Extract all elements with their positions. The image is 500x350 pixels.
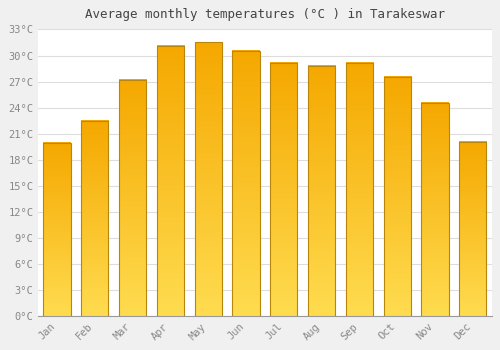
Bar [44, 142, 70, 316]
Bar [232, 51, 260, 316]
Bar [308, 66, 335, 316]
Bar [119, 80, 146, 316]
Bar [82, 121, 108, 316]
Bar [459, 142, 486, 316]
Bar [346, 63, 373, 316]
Bar [270, 63, 297, 316]
Bar [384, 77, 411, 316]
Bar [157, 46, 184, 316]
Title: Average monthly temperatures (°C ) in Tarakeswar: Average monthly temperatures (°C ) in Ta… [85, 8, 445, 21]
Bar [194, 42, 222, 316]
Bar [422, 103, 448, 316]
